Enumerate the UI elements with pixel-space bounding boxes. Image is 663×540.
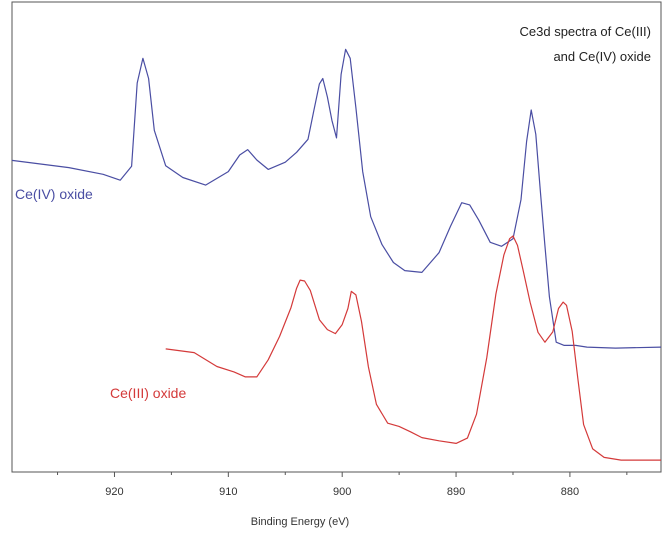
x-tick-label-880: 880 bbox=[561, 486, 579, 498]
x-tick-label-900: 900 bbox=[333, 486, 351, 498]
plot-frame bbox=[11, 1, 662, 473]
x-tick-label-890: 890 bbox=[447, 486, 465, 498]
series-label-ce4: Ce(IV) oxide bbox=[15, 186, 93, 202]
x-tick-label-920: 920 bbox=[105, 486, 123, 498]
x-axis-label: Binding Energy (eV) bbox=[251, 516, 349, 528]
series-line-ce3 bbox=[165, 235, 661, 461]
chart-title-line-2: and Ce(IV) oxide bbox=[553, 49, 651, 64]
series-label-ce3: Ce(III) oxide bbox=[110, 385, 186, 401]
series-line-ce4 bbox=[11, 48, 662, 349]
chart-title-line-1: Ce3d spectra of Ce(III) bbox=[520, 24, 652, 39]
x-tick-label-910: 910 bbox=[219, 486, 237, 498]
